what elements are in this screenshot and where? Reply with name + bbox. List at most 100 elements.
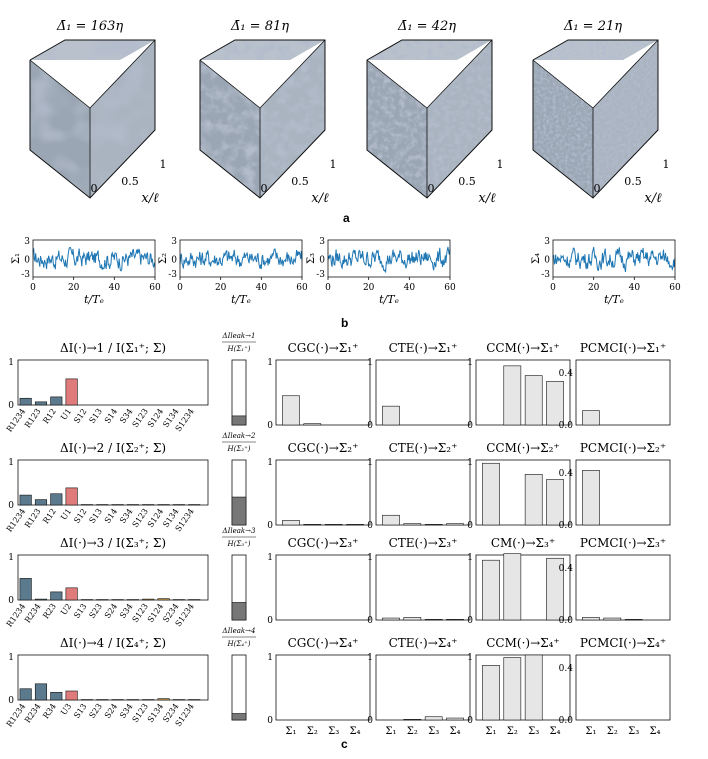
decomposition-ytick: 1 <box>8 458 14 468</box>
cube-top-face-texture <box>30 40 155 60</box>
decomposition-xtick: S23 <box>88 702 104 720</box>
method-bar <box>624 619 643 621</box>
decomposition-bar <box>34 401 48 406</box>
leak-chart-3: ΔIleak→3 H(Σ₃⁺) <box>222 527 256 621</box>
method-ytick: 1 <box>367 358 373 368</box>
method-xtick: Σ₁ <box>285 726 296 737</box>
decomposition-bar <box>65 487 78 506</box>
method-bar <box>482 559 500 621</box>
timeseries-ylabel: Σ₂ <box>158 253 169 264</box>
method-bar <box>582 470 600 526</box>
method-bar <box>446 523 464 526</box>
method-ytick: 0 <box>367 421 373 431</box>
cube-1: Δ̄₁ = 163η 0 0.5 1 x/ℓ <box>29 19 167 206</box>
cube-tick: 0.5 <box>458 175 476 188</box>
method-frame <box>375 459 471 526</box>
cube-tick: 0 <box>428 182 435 195</box>
timeseries-ytick: 0 <box>171 256 177 266</box>
timeseries-ytick: -3 <box>21 270 30 280</box>
method-bar <box>424 716 443 721</box>
decomposition-xtick: S13 <box>72 602 88 620</box>
method-bar <box>424 524 443 526</box>
decomposition-title: ΔI(·)→4 / I(Σ₄⁺; Σ) <box>60 636 166 650</box>
method-ytick: 0.0 <box>559 716 574 726</box>
leak-chart-2: ΔIleak→2 H(Σ₂⁺) <box>222 432 256 526</box>
timeseries-line <box>327 246 451 273</box>
method-title: CTE(·)→Σ₁⁺ <box>389 341 458 355</box>
timeseries-xtick: 40 <box>256 283 268 293</box>
decomposition-bar <box>19 578 32 601</box>
method-chart-4-3: CCM(·)→Σ₄⁺ 1 0 Σ₁ Σ₂ Σ₃ Σ₄ <box>467 636 571 737</box>
method-bar <box>546 479 564 526</box>
decomposition-bar <box>65 690 78 701</box>
method-bar <box>403 523 422 526</box>
method-bar <box>524 375 543 426</box>
decomposition-xtick: R123 <box>23 407 43 430</box>
method-title: PCMCI(·)→Σ₂⁺ <box>580 441 666 455</box>
cube-top-face-texture <box>533 40 658 60</box>
decomposition-ytick: 1 <box>8 553 14 563</box>
method-ytick: 1 <box>367 458 373 468</box>
method-chart-1-2: CTE(·)→Σ₁⁺ 1 0 <box>367 341 471 431</box>
method-frame <box>575 554 671 621</box>
method-title: CTE(·)→Σ₄⁺ <box>389 636 458 650</box>
method-title: PCMCI(·)→Σ₁⁺ <box>580 341 666 355</box>
method-bar <box>603 617 622 621</box>
timeseries-xtick: 0 <box>30 283 36 293</box>
cube-tick: 0.5 <box>291 175 309 188</box>
decomposition-xtick: U1 <box>59 507 73 522</box>
method-chart-3-4: PCMCI(·)→Σ₃⁺ 0.4 0.0 <box>559 536 671 626</box>
timeseries-ytick: 0 <box>319 256 325 266</box>
method-ytick: 0 <box>467 521 473 531</box>
decomposition-ytick: 1 <box>8 653 14 663</box>
timeseries-ytick: 0 <box>24 256 30 266</box>
decomposition-xtick: R1234 <box>5 602 28 629</box>
cube-tick: 0 <box>261 182 268 195</box>
decomposition-xtick: S24 <box>103 702 119 720</box>
method-title: CGC(·)→Σ₄⁺ <box>288 636 359 650</box>
timeseries-ytick: 0 <box>544 256 550 266</box>
method-xtick: Σ₁ <box>385 726 396 737</box>
cube-title: Δ̄₁ = 81η <box>230 19 289 34</box>
decomposition-xtick: R12 <box>41 407 58 425</box>
method-xtick: Σ₄ <box>649 726 660 737</box>
timeseries-frame <box>179 239 303 278</box>
method-ytick: 0.4 <box>559 564 574 574</box>
method-xtick: Σ₂ <box>407 726 418 737</box>
cube-right-face-texture <box>90 40 155 198</box>
method-bar <box>382 514 400 526</box>
decomposition-bar <box>19 397 32 406</box>
leak-label-bottom: H(Σ₄⁺) <box>226 640 250 648</box>
cube-tick: 1 <box>497 158 504 171</box>
cube-tick: 0.5 <box>624 175 642 188</box>
cube-tick: 0 <box>91 182 98 195</box>
decomposition-bar <box>34 598 48 601</box>
decomposition-bar <box>50 692 63 701</box>
leak-frame <box>231 359 247 426</box>
leak-chart-1: ΔIleak→1 H(Σ₁⁺) <box>222 332 256 426</box>
cube-title: Δ̄₁ = 42η <box>397 19 456 34</box>
leak-label-top: ΔIleak→1 <box>222 332 256 340</box>
cube-tick: 0.5 <box>121 175 139 188</box>
timeseries-ytick: 3 <box>544 237 550 247</box>
decomposition-xtick: S24 <box>103 602 119 620</box>
timeseries-xtick: 0 <box>325 283 331 293</box>
method-ytick: 1 <box>267 458 273 468</box>
decomposition-ytick: 1 <box>8 358 14 368</box>
timeseries-ylabel: Σ₃ <box>306 253 317 264</box>
cube-tick: 0 <box>594 182 601 195</box>
cube-right-face-texture <box>260 40 325 198</box>
method-bar <box>382 405 400 426</box>
method-title: PCMCI(·)→Σ₃⁺ <box>580 536 666 550</box>
method-bar <box>424 619 443 621</box>
method-bar <box>482 665 500 721</box>
method-xtick: Σ₃ <box>528 726 539 737</box>
decomposition-bar <box>157 698 170 701</box>
cube-axis-label: x/ℓ <box>478 191 496 206</box>
method-bar <box>446 619 464 621</box>
method-frame <box>575 359 671 426</box>
